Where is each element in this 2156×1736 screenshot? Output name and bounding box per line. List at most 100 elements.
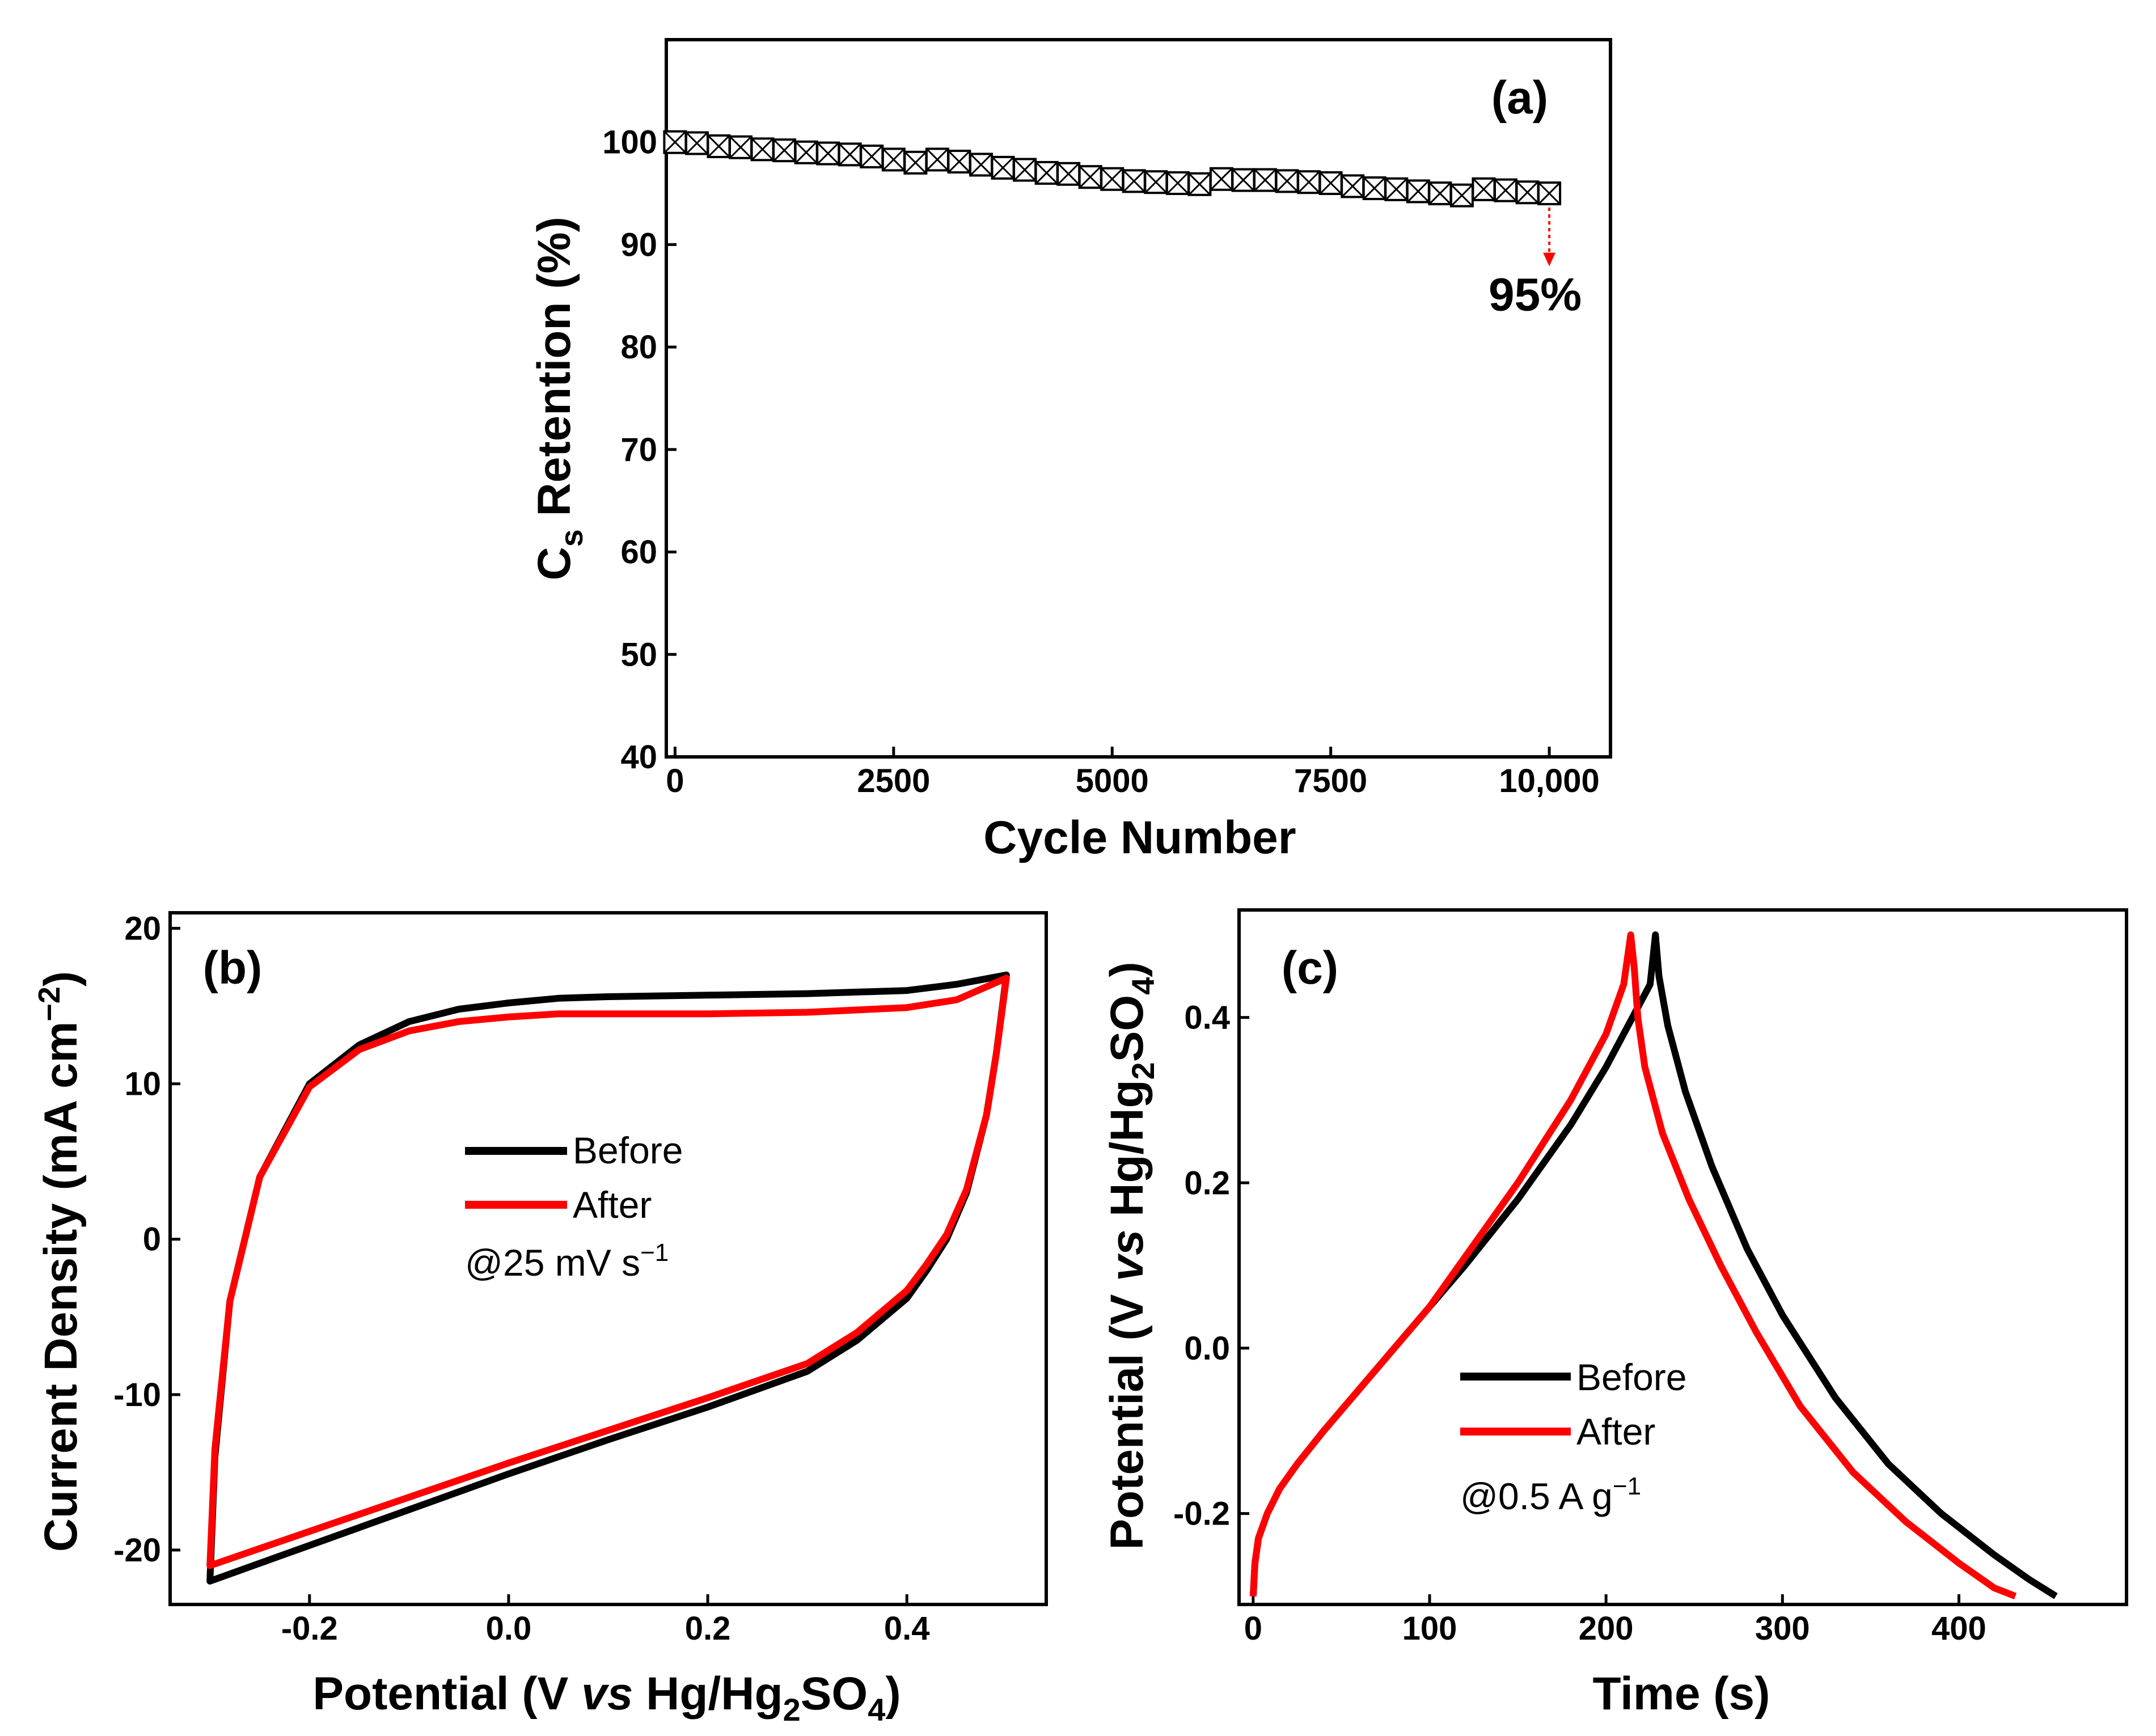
panel-a-ytick-label: 60	[620, 534, 657, 571]
panel-a-xlabel: Cycle Number	[983, 812, 1296, 863]
panel-b-xlabel: Potential (V vs Hg/Hg2SO4)	[312, 1668, 901, 1727]
legend-c-current: @0.5 A g−1	[1460, 1472, 1641, 1517]
annotation-95: 95%	[1489, 269, 1582, 321]
cv-curve-after	[206, 975, 1010, 1569]
retention-point	[1165, 171, 1190, 195]
panel-c-ytick-label: 0.4	[1184, 1000, 1230, 1036]
panel-a-ytick-label: 40	[620, 739, 657, 776]
legend-c-before-label: Before	[1576, 1356, 1686, 1398]
retention-point	[1297, 170, 1321, 194]
panel-b-xtick-label: -0.2	[281, 1610, 338, 1647]
panel-c-xtick-label: 0	[1244, 1610, 1262, 1647]
retention-point-cross	[685, 132, 709, 155]
retention-point	[663, 130, 687, 154]
panel-c-label: (c)	[1282, 942, 1338, 994]
retention-point-cross	[1101, 167, 1124, 190]
panel-a-xtick-label: 10,000	[1499, 763, 1599, 799]
retention-point	[1384, 177, 1409, 201]
retention-point	[816, 141, 840, 166]
panel-b-xtick-label: 0.2	[685, 1610, 731, 1647]
retention-point	[903, 150, 928, 175]
retention-point-cross	[1319, 171, 1342, 195]
retention-point	[1318, 171, 1343, 195]
retention-point-cross	[1210, 167, 1233, 190]
panel-b: -0.2 0.0 0.2 0.4 -20 -10 0 10 20 (b) Before Afte…	[32, 910, 1048, 1727]
retention-point	[1013, 158, 1037, 182]
retention-point-cross	[838, 143, 861, 166]
legend-b-scanrate: @25 mV s−1	[465, 1239, 669, 1284]
panel-b-label: (b)	[203, 942, 263, 994]
panel-a-xtick-label: 7500	[1294, 763, 1367, 799]
retention-point	[925, 147, 949, 172]
panel-a-xtick-label: 2500	[857, 763, 930, 799]
retention-point	[969, 153, 993, 177]
panel-a-xtick-label: 0	[666, 763, 684, 799]
retention-point	[881, 147, 906, 172]
retention-point-cross	[1253, 168, 1277, 192]
retention-point	[1472, 177, 1496, 201]
retention-point-cross	[794, 141, 818, 164]
retention-point	[1275, 169, 1299, 193]
retention-point-cross	[1472, 177, 1495, 201]
panel-c-xtick-label: 100	[1402, 1610, 1457, 1647]
retention-point-cross	[663, 130, 687, 154]
panel-b-ylabel: Current Density (mA cm−2)	[32, 971, 87, 1552]
panel-a-frame	[665, 38, 1612, 759]
retention-point-cross	[1450, 184, 1473, 207]
panel-a-ylabel: Cs Retention (%)	[529, 217, 589, 581]
legend-b-before-label: Before	[573, 1129, 683, 1171]
panel-a-ytick-label: 80	[620, 329, 657, 366]
retention-point-cross	[1166, 171, 1189, 195]
retention-point-cross	[1144, 171, 1168, 194]
retention-point	[1056, 162, 1081, 186]
panel-c-xtick-label: 400	[1931, 1610, 1986, 1647]
panel-a: 0 2500 5000 7500 10,000 40 50 60 70 80 90 100 95% (…	[529, 38, 1612, 863]
panel-c-ytick-label: -0.2	[1173, 1496, 1230, 1532]
retention-point	[750, 137, 775, 162]
panel-a-ytick-label: 100	[602, 124, 657, 161]
panel-c: 0 100 200 300 400 -0.2 0.0 0.2 0.4 (c) Before Af…	[1101, 908, 2128, 1720]
retention-point-cross	[904, 151, 927, 174]
retention-point	[1209, 167, 1233, 191]
retention-point-cross	[1494, 179, 1517, 202]
retention-point	[1515, 180, 1540, 205]
retention-point	[991, 155, 1015, 180]
panel-b-frame	[168, 911, 1048, 1606]
retention-point-cross	[1079, 166, 1102, 189]
retention-point-cross	[1232, 168, 1255, 192]
retention-point-cross	[1538, 182, 1561, 205]
retention-point	[1122, 169, 1146, 193]
panel-b-ytick-label: -10	[113, 1377, 161, 1413]
panel-b-xtick-label: 0.0	[486, 1610, 532, 1647]
panel-c-xlabel: Time (s)	[1593, 1668, 1770, 1720]
retention-point-cross	[817, 142, 840, 165]
legend-b-after-label: After	[573, 1184, 652, 1226]
panel-c-xtick-label: 300	[1755, 1610, 1810, 1647]
retention-point	[1537, 181, 1562, 206]
retention-point-cross	[969, 153, 993, 176]
retention-point	[1100, 167, 1124, 191]
panel-c-xtick-label: 200	[1579, 1610, 1634, 1647]
panel-c-frame	[1237, 908, 2128, 1606]
panel-b-ytick-label: -20	[113, 1532, 161, 1569]
panel-c-ytick-label: 0.0	[1184, 1330, 1230, 1367]
retention-point	[1144, 170, 1168, 194]
retention-point-cross	[1406, 180, 1430, 203]
retention-point-cross	[1516, 181, 1539, 204]
retention-point-cross	[773, 139, 796, 162]
panel-b-ytick-label: 0	[143, 1221, 161, 1258]
retention-point	[707, 134, 731, 158]
retention-point	[1187, 172, 1212, 196]
retention-point	[1034, 160, 1059, 185]
retention-point	[1078, 165, 1102, 189]
retention-point-cross	[1122, 170, 1145, 193]
retention-point-cross	[751, 138, 774, 161]
panel-c-ytick-label: 0.2	[1184, 1165, 1230, 1201]
retention-point-cross	[1035, 161, 1058, 184]
gcd-curve-after	[1249, 931, 2017, 1599]
retention-point	[1231, 168, 1255, 192]
retention-point	[1253, 168, 1278, 192]
retention-point	[794, 140, 818, 164]
retention-point-cross	[948, 150, 971, 173]
